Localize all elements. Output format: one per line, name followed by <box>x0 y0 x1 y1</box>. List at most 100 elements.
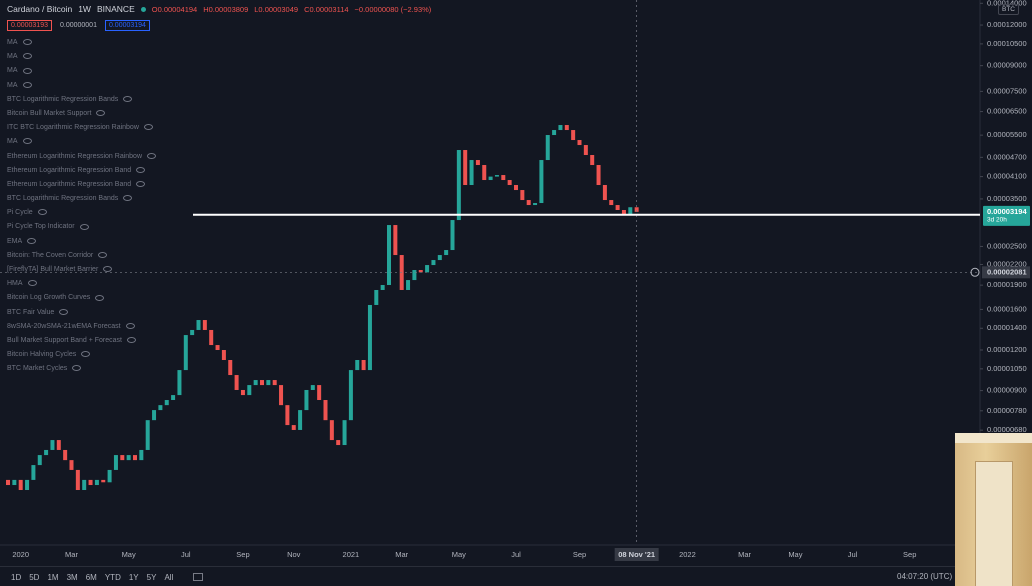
y-tick-label: 0.00007500 <box>987 86 1027 95</box>
buy-price[interactable]: 0.00003194 <box>104 20 150 31</box>
candle <box>209 329 214 346</box>
candle <box>329 420 334 441</box>
candle <box>571 130 576 141</box>
range-button[interactable]: 5Y <box>146 572 157 582</box>
y-tick-label: 0.00002500 <box>987 241 1027 250</box>
candle <box>545 135 550 161</box>
candle <box>590 155 595 166</box>
range-button[interactable]: 1M <box>47 572 59 582</box>
x-tick-label: Jul <box>181 550 191 559</box>
y-tick-label: 0.00002200 <box>987 259 1027 268</box>
webcam-ceiling <box>955 433 1032 443</box>
candle <box>444 250 449 256</box>
date-range-icon[interactable] <box>193 573 204 581</box>
indicator-label[interactable]: MA <box>7 80 156 94</box>
indicator-label[interactable]: MA <box>7 37 156 51</box>
indicator-label[interactable]: HMA <box>7 278 156 292</box>
candle <box>260 380 264 386</box>
last-price-box <box>983 205 1030 226</box>
candle <box>412 270 417 281</box>
candle <box>596 165 601 186</box>
candle <box>634 207 639 212</box>
candle <box>609 200 614 206</box>
x-tick-label: Mar <box>395 550 408 559</box>
candle <box>310 385 315 390</box>
indicator-label[interactable]: Pi Cycle Top Indicator <box>7 221 156 235</box>
candle <box>44 449 49 456</box>
indicator-label[interactable]: BTC Market Cycles <box>7 363 156 377</box>
candle <box>240 389 245 396</box>
candle <box>367 304 372 371</box>
candle <box>488 176 493 181</box>
range-button[interactable]: 1Y <box>128 572 139 582</box>
candle <box>215 345 220 351</box>
indicator-label[interactable]: EMA <box>7 236 156 250</box>
symbol[interactable]: Cardano / Bitcoin <box>7 4 73 14</box>
range-button[interactable]: 6M <box>85 572 97 582</box>
crosshair-y-label: 0.00002081 <box>987 267 1027 276</box>
indicator-label[interactable]: MA <box>7 51 156 65</box>
x-tick-label: 2020 <box>12 550 29 559</box>
ohlc-change: −0.00000080 (−2.93%) <box>354 4 432 14</box>
x-tick-label: May <box>122 550 136 559</box>
candle <box>558 125 563 131</box>
indicator-label[interactable]: Pi Cycle <box>7 207 156 221</box>
y-tick-label: 0.00001400 <box>987 323 1027 332</box>
range-button[interactable]: 1D <box>11 572 22 582</box>
indicator-label[interactable]: BTC Fair Value <box>7 307 156 321</box>
indicator-label[interactable]: Bitcoin: The Coven Corridor <box>7 250 156 264</box>
indicator-label[interactable]: MA <box>7 65 156 79</box>
candle <box>418 270 423 273</box>
sell-price[interactable]: 0.00003193 <box>7 20 52 31</box>
candle <box>298 410 303 430</box>
candle <box>82 479 87 491</box>
candle <box>456 150 461 221</box>
indicator-label[interactable]: Ethereum Logarithmic Regression Band <box>7 165 156 179</box>
candle <box>469 160 474 186</box>
indicator-label[interactable]: ITC BTC Logarithmic Regression Rainbow <box>7 122 156 136</box>
webcam-door <box>975 461 1013 586</box>
candle <box>577 140 582 146</box>
indicator-label[interactable]: Ethereum Logarithmic Regression Band <box>7 179 156 193</box>
indicator-label[interactable]: BTC Logarithmic Regression Bands <box>7 193 156 207</box>
range-button[interactable]: 5D <box>29 572 40 582</box>
indicator-label[interactable]: [FireflyTA] Bull Market Barrier <box>7 264 156 278</box>
indicator-label[interactable]: MA <box>7 136 156 150</box>
candle <box>406 280 411 290</box>
range-button[interactable]: All <box>164 572 174 582</box>
indicator-label[interactable]: 8wSMA-20wSMA-21wEMA Forecast <box>7 321 156 335</box>
interval[interactable]: 1W <box>78 4 91 14</box>
indicator-label[interactable]: BTC Logarithmic Regression Bands <box>7 94 156 108</box>
indicator-label[interactable]: Ethereum Logarithmic Regression Rainbow <box>7 151 156 165</box>
bottom-toolbar: 1D 5D 1M 3M 6M YTD 1Y 5Y All 04:07:20 (UTC) <box>0 566 1032 586</box>
currency-button[interactable]: BTC <box>998 4 1019 15</box>
candle <box>133 455 137 461</box>
range-button[interactable]: 3M <box>66 572 78 582</box>
crosshair-plus[interactable] <box>970 267 980 277</box>
range-button[interactable]: YTD <box>104 572 121 582</box>
y-tick-label: 0.00001200 <box>987 345 1027 354</box>
x-tick-label: Mar <box>738 550 751 559</box>
candle <box>450 220 455 251</box>
spread: 0.00000001 <box>59 22 97 29</box>
x-tick-label: Jul <box>848 550 858 559</box>
crosshair-x-label: 08 Nov '21 <box>618 550 655 559</box>
y-tick-label: 0.00003500 <box>987 194 1027 203</box>
candle <box>101 479 106 483</box>
candle <box>317 385 322 401</box>
x-tick-label: Sep <box>903 550 916 559</box>
clock: 04:07:20 (UTC) <box>897 572 953 581</box>
candle <box>628 207 633 216</box>
candle <box>285 405 290 426</box>
indicator-label[interactable]: Bitcoin Bull Market Support <box>7 108 156 122</box>
candle <box>25 479 30 491</box>
indicator-label[interactable]: Bitcoin Halving Cycles <box>7 349 156 363</box>
indicator-label[interactable]: Bull Market Support Band + Forecast <box>7 335 156 349</box>
candle <box>88 479 93 486</box>
candle <box>107 469 112 483</box>
candle <box>272 380 277 386</box>
candle <box>183 335 188 371</box>
y-tick-label: 0.00006500 <box>987 107 1027 116</box>
candle <box>387 225 391 286</box>
indicator-label[interactable]: Bitcoin Log Growth Curves <box>7 292 156 306</box>
